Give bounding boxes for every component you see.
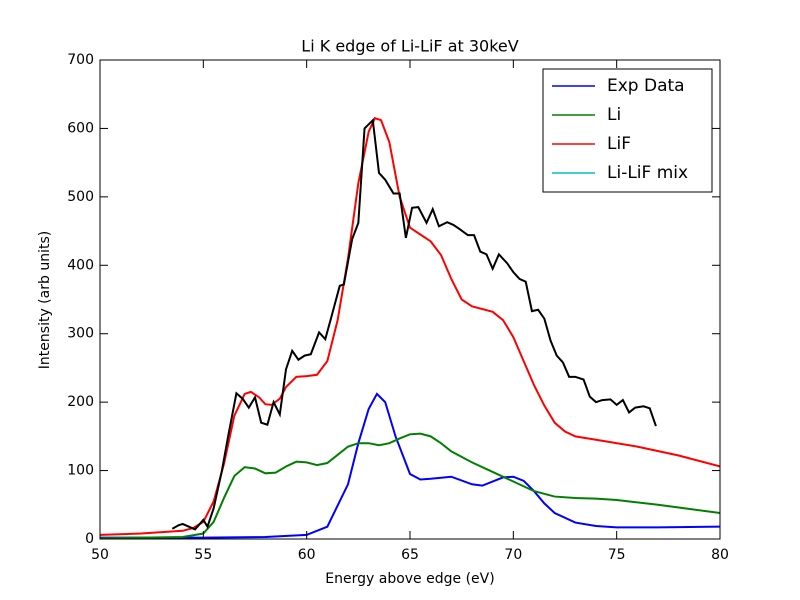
y-tick-label: 0 [85,531,94,547]
y-tick-label: 700 [67,52,94,68]
y-tick-label: 600 [67,120,94,136]
legend-label: Li-LiF mix [607,163,688,183]
series-line [100,116,720,536]
x-tick-label: 60 [298,547,316,563]
legend-label: Li [607,105,621,125]
y-tick-label: 400 [67,257,94,273]
plot-area [100,116,720,539]
y-tick-label: 300 [67,326,94,342]
y-tick-label: 500 [67,189,94,205]
axes: 50 55 60 65 70 75 80 0 100 200 300 400 500 600 700 Exp … [67,52,729,563]
series-line [100,432,720,539]
chart-title: Li K edge of Li-LiF at 30keV [301,37,518,56]
legend-label: Exp Data [607,76,685,96]
y-tick-label: 200 [67,394,94,410]
x-tick-label: 75 [608,547,626,563]
legend-label: LiF [607,134,631,154]
y-tick-label: 100 [67,463,94,479]
x-tick-label: 55 [194,547,212,563]
x-tick-label: 50 [91,547,109,563]
x-tick-label: 70 [504,547,522,563]
x-tick-label: 65 [401,547,419,563]
x-axis-label: Energy above edge (eV) [325,571,494,587]
x-tick-label: 80 [711,547,729,563]
series-line [171,118,657,531]
legend [542,68,713,193]
y-axis-label: Intensity (arb units) [37,231,53,369]
series-line [100,392,720,539]
